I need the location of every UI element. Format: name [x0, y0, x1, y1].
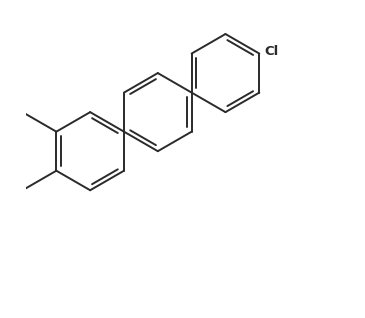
Text: Cl: Cl — [264, 45, 278, 59]
